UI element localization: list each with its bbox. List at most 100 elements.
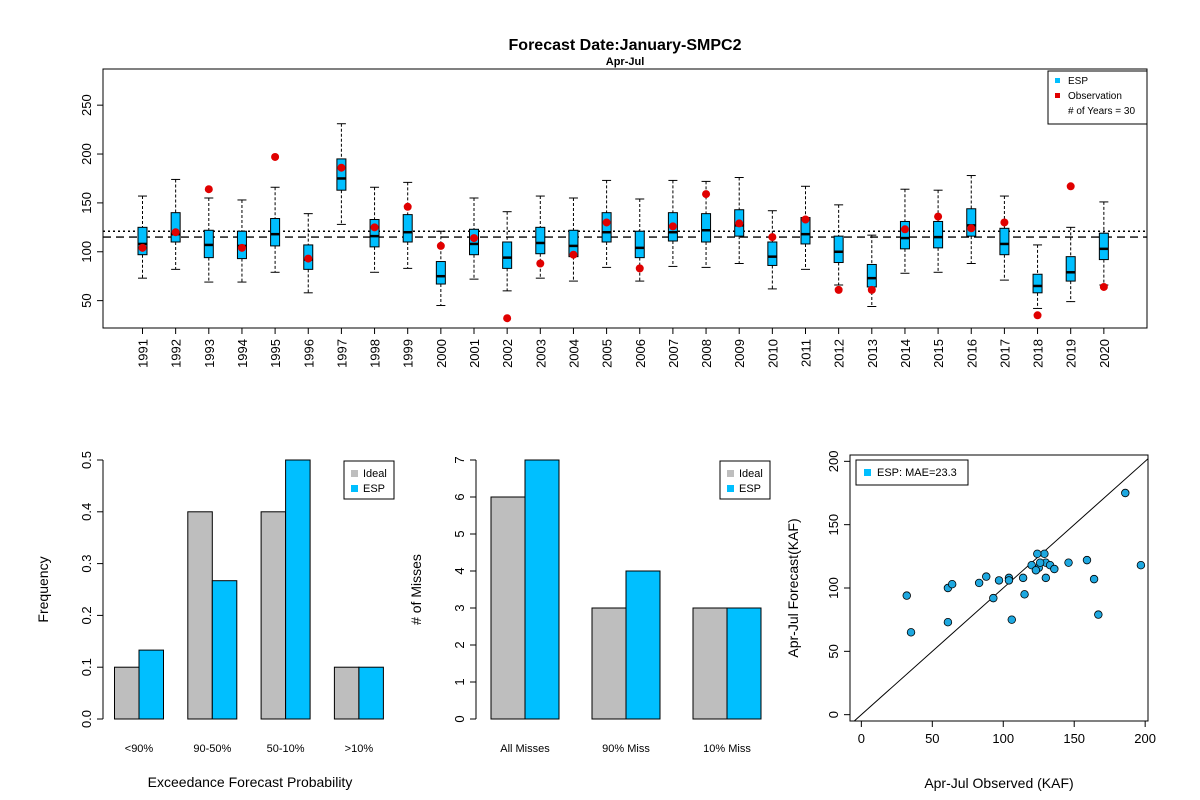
x-tick-label: 1994 bbox=[235, 339, 250, 368]
scatter-point bbox=[989, 593, 998, 603]
observation-point bbox=[470, 234, 478, 243]
esp-box bbox=[1065, 256, 1076, 282]
figure-title: Forecast Date:January-SMPC2 bbox=[509, 37, 742, 54]
observation-point bbox=[138, 243, 147, 252]
y-tick-label: 200 bbox=[826, 450, 841, 472]
scatter-point bbox=[1020, 590, 1029, 599]
x-tick-label: 2013 bbox=[865, 339, 880, 368]
esp-bar bbox=[211, 580, 238, 720]
observation-point bbox=[237, 243, 246, 252]
observation-point bbox=[271, 152, 280, 161]
observation-point bbox=[834, 285, 843, 294]
esp-box bbox=[170, 212, 181, 243]
y-axis-label: Frequency bbox=[35, 556, 51, 622]
y-tick-label: 4 bbox=[452, 567, 467, 574]
y-tick-label: 250 bbox=[79, 94, 94, 116]
observation-point bbox=[1000, 218, 1009, 227]
y-tick-label: 200 bbox=[79, 143, 94, 165]
observation-point bbox=[635, 264, 644, 273]
observation-point bbox=[337, 163, 346, 172]
y-tick-label: 0 bbox=[826, 711, 841, 718]
legend-esp-label: ESP bbox=[739, 483, 761, 495]
legend-box bbox=[719, 460, 771, 500]
observation-point bbox=[934, 212, 943, 221]
esp-box bbox=[502, 241, 513, 269]
x-tick-label: 1998 bbox=[368, 339, 383, 368]
x-tick-label: 2016 bbox=[964, 339, 979, 368]
y-tick-label: 0 bbox=[452, 715, 467, 722]
esp-box bbox=[402, 214, 413, 243]
esp-box bbox=[634, 230, 645, 259]
scatter-point bbox=[1031, 566, 1041, 575]
scatter-point bbox=[1041, 573, 1051, 583]
x-tick-label: 100 bbox=[992, 731, 1014, 746]
observation-point bbox=[1066, 182, 1075, 191]
legend-esp-label: ESP: MAE=23.3 bbox=[877, 467, 957, 479]
esp-bar bbox=[285, 459, 311, 720]
esp-box bbox=[933, 220, 944, 249]
x-tick-label: 2017 bbox=[997, 339, 1012, 368]
esp-box bbox=[1098, 232, 1109, 261]
x-tick-label: 2010 bbox=[765, 339, 780, 368]
x-tick-label: 1993 bbox=[202, 339, 217, 368]
y-tick-label: 0.1 bbox=[79, 658, 94, 676]
x-tick-label: 2009 bbox=[732, 339, 747, 368]
scatter-point bbox=[974, 578, 984, 588]
legend-ideal-label: Ideal bbox=[739, 468, 763, 480]
x-tick-label: 2001 bbox=[467, 339, 482, 368]
esp-box bbox=[1032, 273, 1043, 294]
y-tick-label: 2 bbox=[452, 641, 467, 648]
ideal-bar bbox=[260, 511, 287, 720]
esp-box bbox=[137, 226, 148, 256]
scatter-panel: 0 50 100 150 200 0 50 100 150 200 Apr-Jul Observed… bbox=[785, 450, 1156, 791]
scatter-point bbox=[1094, 610, 1103, 619]
x-tick-label: 2012 bbox=[832, 339, 847, 368]
y-tick-label: 50 bbox=[826, 644, 841, 658]
y-tick-label: 0.2 bbox=[79, 606, 94, 624]
y-tick-label: 1 bbox=[452, 678, 467, 685]
scatter-point bbox=[994, 576, 1004, 585]
ideal-bar bbox=[114, 666, 140, 720]
scatter-point bbox=[1136, 561, 1146, 570]
esp-box bbox=[601, 212, 612, 243]
x-tick-label: 2008 bbox=[699, 339, 714, 368]
scatter-point bbox=[1033, 549, 1042, 558]
y-tick-label: 50 bbox=[79, 293, 94, 307]
esp-box bbox=[535, 226, 546, 255]
observation-point bbox=[602, 218, 611, 227]
esp-box bbox=[369, 219, 380, 248]
ideal-bar bbox=[692, 607, 728, 720]
legend-esp-swatch bbox=[351, 485, 358, 492]
x-tick-label: 2020 bbox=[1097, 339, 1112, 368]
observation-point bbox=[1033, 311, 1042, 320]
observation-point bbox=[867, 285, 876, 294]
esp-bar bbox=[726, 607, 762, 720]
esp-box bbox=[336, 158, 347, 191]
scatter-point bbox=[902, 591, 911, 600]
x-tick-label: 150 bbox=[1063, 731, 1085, 746]
y-tick-label: 100 bbox=[826, 577, 841, 599]
ideal-bar bbox=[490, 496, 526, 720]
y-tick-label: 6 bbox=[452, 493, 467, 500]
category-label: 90% Miss bbox=[602, 743, 650, 755]
x-tick-label: 1999 bbox=[401, 339, 416, 368]
y-axis-label: # of Misses bbox=[408, 554, 424, 625]
scatter-point bbox=[982, 572, 991, 581]
y-tick-label: 0.5 bbox=[79, 451, 94, 469]
category-label: 10% Miss bbox=[703, 743, 751, 755]
observation-point bbox=[536, 259, 545, 268]
legend-esp-label: ESP bbox=[363, 483, 385, 495]
x-tick-label: 1997 bbox=[334, 339, 349, 368]
scatter-point bbox=[1007, 615, 1016, 624]
esp-box bbox=[999, 227, 1010, 256]
y-tick-label: 5 bbox=[452, 530, 467, 537]
y-axis-label: Apr-Jul Forecast(KAF) bbox=[785, 518, 801, 657]
figure-subtitle: Apr-Jul bbox=[606, 56, 645, 68]
x-tick-label: 2005 bbox=[600, 339, 615, 368]
scatter-point bbox=[1035, 558, 1045, 567]
scatter-point bbox=[1064, 558, 1073, 567]
ideal-bar bbox=[187, 511, 213, 720]
x-tick-label: 2019 bbox=[1064, 339, 1079, 368]
esp-box bbox=[833, 235, 844, 264]
